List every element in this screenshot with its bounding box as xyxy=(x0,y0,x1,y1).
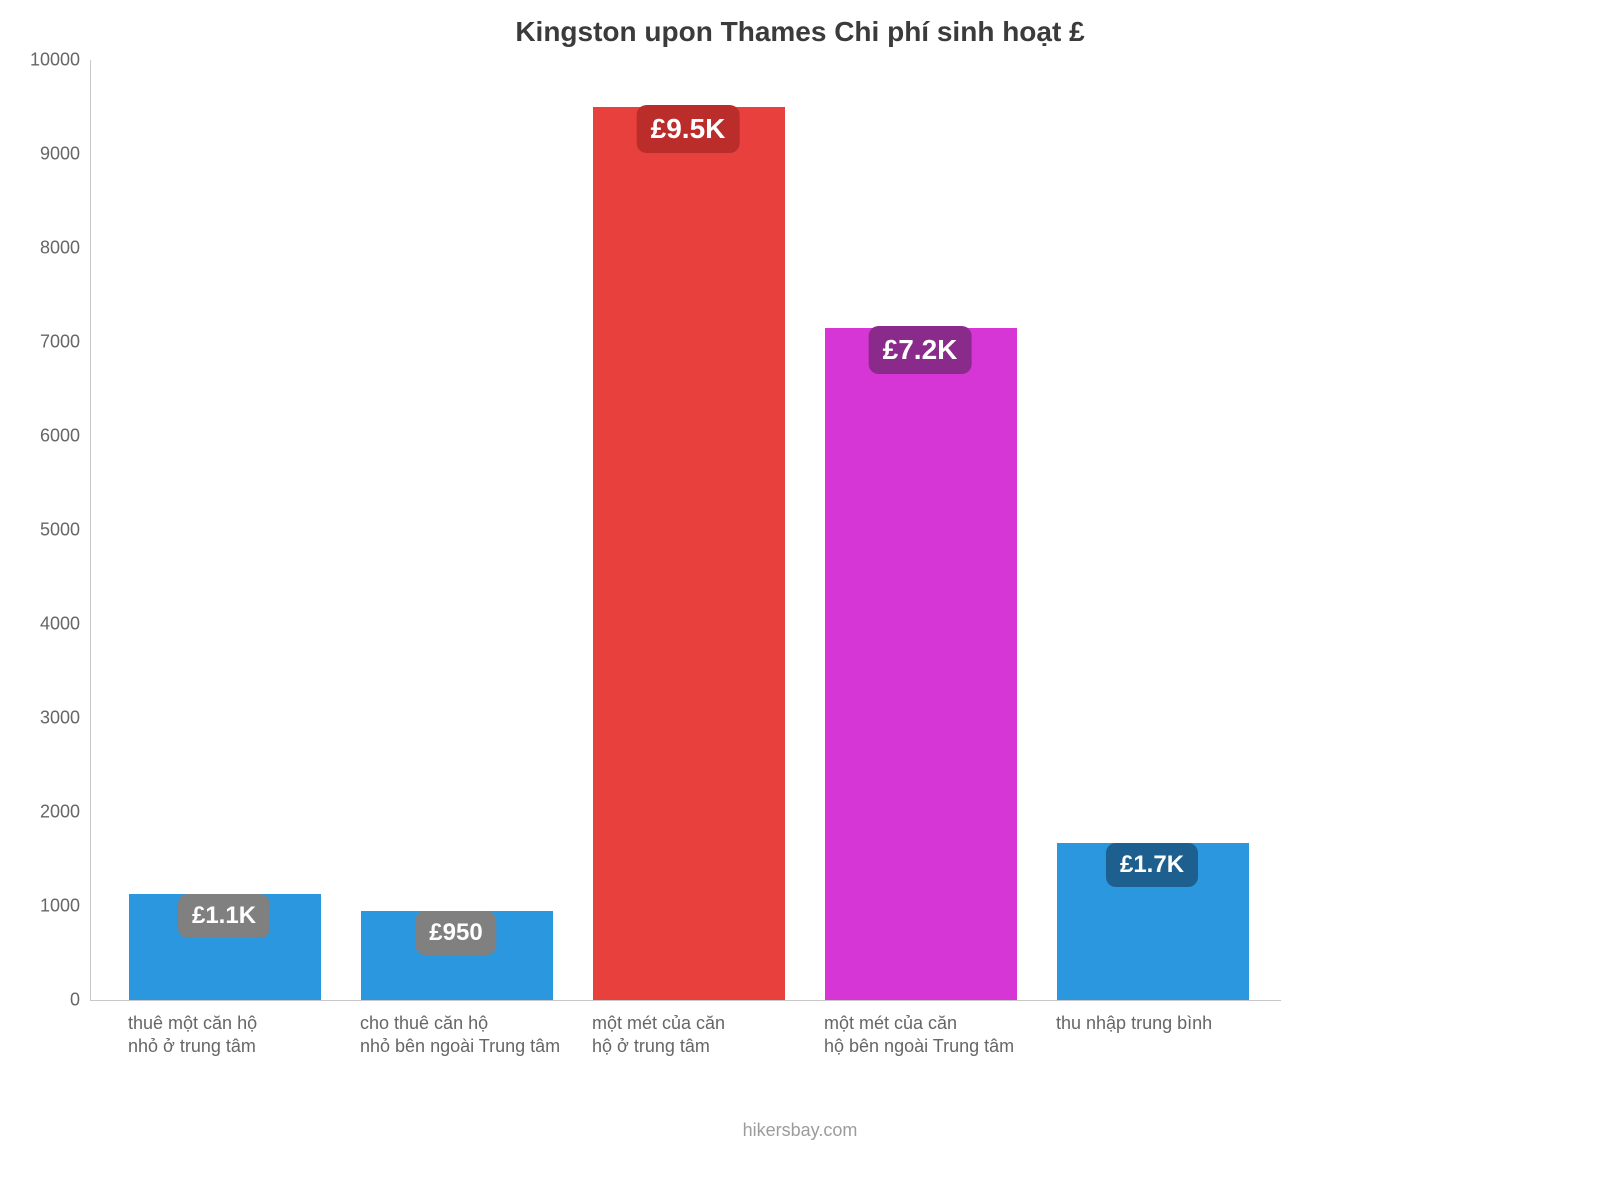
y-tick-label: 1000 xyxy=(0,896,80,917)
value-badge: £1.1K xyxy=(178,894,270,938)
x-tick-label: một mét của căn hộ ở trung tâm xyxy=(592,1012,725,1057)
y-tick-label: 0 xyxy=(0,990,80,1011)
value-badge: £1.7K xyxy=(1106,843,1198,887)
x-tick-label: thu nhập trung bình xyxy=(1056,1012,1212,1035)
x-tick-label: thuê một căn hộ nhỏ ở trung tâm xyxy=(128,1012,257,1057)
y-tick-label: 8000 xyxy=(0,238,80,259)
y-tick-label: 2000 xyxy=(0,802,80,823)
chart-stage: Kingston upon Thames Chi phí sinh hoạt £… xyxy=(0,0,1600,1200)
y-tick-label: 6000 xyxy=(0,426,80,447)
x-tick-label: cho thuê căn hộ nhỏ bên ngoài Trung tâm xyxy=(360,1012,560,1057)
x-tick-label: một mét của căn hộ bên ngoài Trung tâm xyxy=(824,1012,1014,1057)
value-badge: £950 xyxy=(415,911,496,955)
y-tick-label: 10000 xyxy=(0,50,80,71)
y-tick-label: 7000 xyxy=(0,332,80,353)
chart-title: Kingston upon Thames Chi phí sinh hoạt £ xyxy=(0,16,1600,48)
plot-area xyxy=(90,60,1281,1001)
source-label: hikersbay.com xyxy=(0,1120,1600,1141)
bar xyxy=(593,107,785,1000)
y-tick-label: 4000 xyxy=(0,614,80,635)
value-badge: £9.5K xyxy=(637,105,740,153)
value-badge: £7.2K xyxy=(869,326,972,374)
bar xyxy=(825,328,1017,1000)
y-tick-label: 5000 xyxy=(0,520,80,541)
y-tick-label: 3000 xyxy=(0,708,80,729)
y-tick-label: 9000 xyxy=(0,144,80,165)
